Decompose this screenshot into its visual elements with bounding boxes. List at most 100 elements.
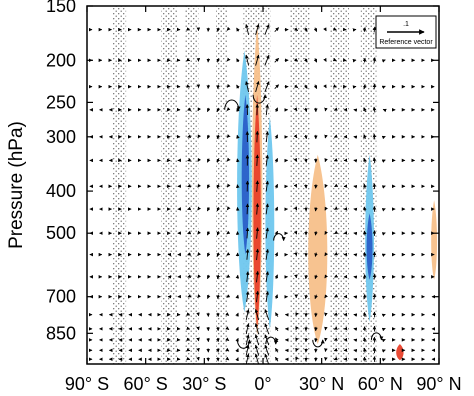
- vector-arrow-299: [255, 270, 260, 283]
- vector-arrow-171: [186, 57, 191, 62]
- vector-arrow-257: [236, 84, 240, 89]
- vector-arrow-338: [275, 347, 279, 353]
- vector-arrow-379: [304, 158, 308, 163]
- vector-arrow-261: [236, 184, 240, 189]
- vector-arrow-226: [216, 158, 221, 163]
- vector-arrow-270: [235, 348, 239, 353]
- vector-arrow-377: [303, 107, 308, 113]
- vector-arrow-493: [372, 26, 377, 33]
- vector-arrow-312: [265, 180, 270, 192]
- vector-arrow-398: [314, 207, 318, 212]
- vector-arrow-521: [381, 295, 386, 300]
- vector-arrow-313: [265, 203, 270, 215]
- x-tick-label-5: 60° N: [358, 374, 403, 394]
- circulation-loop-0: [224, 99, 241, 111]
- vector-arrow-282: [245, 271, 250, 283]
- vector-arrow-186: [186, 356, 191, 361]
- stipple-band-5: [290, 6, 310, 364]
- vector-arrow-325: [274, 84, 279, 89]
- vector-arrow-253: [225, 347, 230, 352]
- vector-arrow-435: [334, 274, 339, 278]
- vector-arrow-374: [303, 27, 308, 32]
- vector-arrow-246: [226, 230, 231, 235]
- vector-arrow-213: [206, 252, 211, 257]
- vector-arrow-305: [254, 353, 259, 364]
- vector-arrow-432: [334, 206, 339, 210]
- x-tick-label-3: 0°: [254, 374, 271, 394]
- vector-arrow-522: [381, 313, 386, 318]
- x-tick-label-1: 60° S: [124, 374, 168, 394]
- vector-arrow-244: [226, 183, 231, 188]
- vector-arrow-339: [275, 356, 279, 362]
- vector-arrow-496: [372, 106, 377, 113]
- vector-arrow-259: [236, 134, 240, 139]
- vector-arrow-477: [362, 57, 367, 63]
- vector-arrow-401: [314, 274, 318, 280]
- vector-arrow-179: [187, 252, 192, 256]
- vector-arrow-441: [333, 356, 338, 361]
- vector-arrow-314: [265, 227, 270, 239]
- vector-arrow-376: [303, 84, 308, 89]
- vector-arrow-476: [362, 26, 367, 32]
- vector-layer: [88, 23, 436, 364]
- vector-arrow-498: [372, 157, 377, 164]
- stipple-band-3: [216, 6, 228, 364]
- y-tick-label-5: 500: [46, 223, 76, 243]
- vector-arrow-311: [265, 154, 269, 166]
- vector-arrow-297: [255, 227, 260, 239]
- vector-arrow-431: [334, 183, 339, 188]
- vector-arrow-324: [274, 57, 279, 63]
- vector-arrow-419: [324, 294, 328, 299]
- vector-arrow-414: [324, 183, 328, 188]
- vector-arrow-512: [381, 85, 386, 90]
- vector-arrow-175: [187, 158, 192, 162]
- vector-arrow-185: [186, 347, 191, 352]
- vector-arrow-315: [265, 248, 270, 260]
- vector-arrow-513: [382, 108, 387, 113]
- vector-arrow-495: [372, 83, 377, 90]
- vector-arrow-274: [245, 81, 250, 92]
- vector-arrow-478: [362, 84, 367, 89]
- vector-arrow-328: [274, 157, 278, 163]
- vector-arrow-306: [264, 24, 270, 35]
- circulation-loop-5: [370, 332, 384, 341]
- vector-arrow-173: [187, 107, 192, 111]
- vector-arrow-250: [225, 312, 230, 316]
- vector-arrow-293: [255, 130, 260, 143]
- vector-arrow-272: [245, 24, 250, 35]
- vector-arrow-416: [324, 230, 328, 235]
- vector-arrow-289: [255, 23, 260, 36]
- vector-arrow-323: [274, 27, 279, 32]
- vector-arrow-514: [381, 135, 386, 140]
- plot-area: [88, 6, 438, 364]
- vector-arrow-511: [381, 59, 386, 63]
- vector-arrow-494: [372, 57, 377, 64]
- vector-arrow-359: [294, 84, 299, 89]
- y-tick-label-6: 700: [46, 287, 76, 307]
- vector-arrow-497: [372, 133, 377, 140]
- vector-arrow-520: [381, 275, 386, 280]
- vector-arrow-196: [197, 252, 201, 257]
- vector-arrow-227: [216, 184, 221, 189]
- vector-arrow-484: [363, 230, 367, 236]
- vector-arrow-316: [265, 271, 270, 283]
- vector-arrow-202: [196, 347, 200, 352]
- vector-arrow-193: [197, 183, 202, 188]
- vector-arrow-434: [334, 251, 339, 256]
- vector-arrow-308: [264, 81, 270, 92]
- vector-arrow-176: [187, 183, 192, 188]
- vector-arrow-260: [236, 158, 240, 163]
- vector-arrow-490: [363, 337, 367, 343]
- vector-arrow-516: [381, 185, 386, 189]
- vector-arrow-369: [295, 312, 299, 317]
- circulation-loop-3: [236, 339, 252, 349]
- vector-arrow-515: [381, 159, 386, 163]
- vector-arrow-426: [332, 57, 337, 62]
- vector-arrow-365: [293, 230, 298, 235]
- vector-arrow-199: [196, 312, 200, 317]
- vector-arrow-228: [216, 207, 221, 212]
- x-tick-label-2: 30° S: [182, 374, 226, 394]
- vector-arrow-409: [323, 57, 327, 62]
- vector-arrow-223: [216, 84, 221, 89]
- vector-arrow-211: [206, 207, 211, 212]
